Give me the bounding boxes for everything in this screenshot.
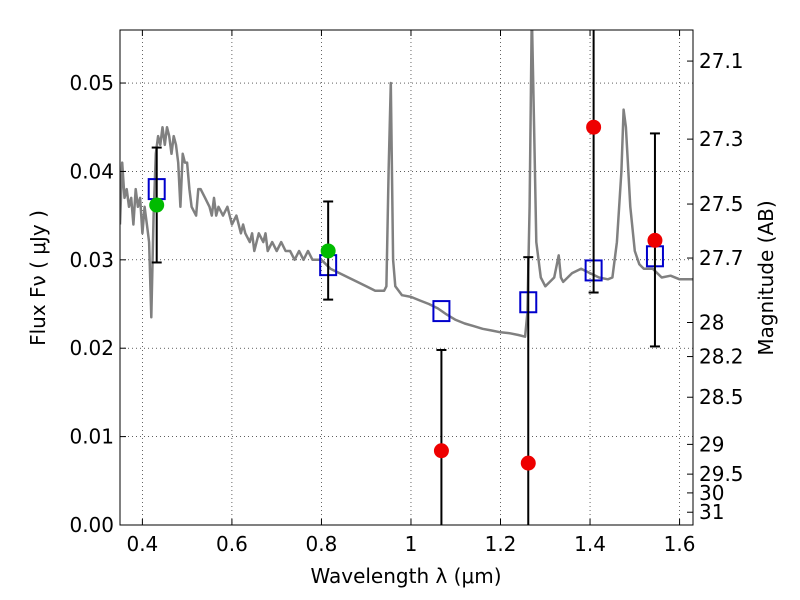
x-tick-label: 0.4 [126, 532, 158, 556]
y2-tick-label: 27.3 [699, 127, 744, 151]
observed-point-green [149, 197, 165, 213]
y2-tick-label: 27.7 [699, 246, 744, 270]
y2-tick-label: 28.2 [699, 345, 744, 369]
grid [120, 30, 693, 526]
y-tick-label: 0.03 [69, 248, 114, 272]
y-axis-label: Flux Fν ( μJy ) [26, 210, 50, 346]
x-tick-label: 1.2 [485, 532, 517, 556]
y2-tick-label: 30 [699, 481, 724, 505]
y2-tick-label: 31 [699, 500, 724, 524]
observed-point-red [586, 119, 602, 135]
axes: 0.4 0.6 0.8 1 1.2 1.4 1.6 0.00 0.01 0.02 0.03 0.04 0… [69, 30, 744, 556]
x-axis-label: Wavelength λ (μm) [310, 564, 501, 588]
observed-point-red [520, 455, 536, 471]
y2-tick-label: 28.5 [699, 385, 744, 409]
markers [147, 30, 664, 525]
y2-tick-label: 27.1 [699, 49, 744, 73]
plot-frame [119, 29, 694, 526]
y-tick-label: 0.00 [69, 513, 114, 537]
model-spectrum-line [120, 30, 693, 338]
y2-tick-label: 27.5 [699, 192, 744, 216]
y2-tick-label: 28 [699, 310, 724, 334]
plot-data [120, 30, 693, 338]
observed-point-red [433, 443, 449, 459]
x-tick-label: 0.8 [306, 532, 338, 556]
y-tick-label: 0.05 [69, 71, 114, 95]
x-tick-label: 1.4 [574, 532, 606, 556]
x-tick-label: 0.6 [216, 532, 248, 556]
x-tick-label: 1 [405, 532, 418, 556]
x-tick-label: 1.6 [664, 532, 696, 556]
y2-tick-label: 29 [699, 432, 724, 456]
y-tick-label: 0.04 [69, 159, 114, 183]
observed-point-green [320, 243, 336, 259]
y2-axis-label: Magnitude (AB) [754, 200, 778, 355]
model-photometry-square [432, 300, 451, 323]
y-tick-label: 0.01 [69, 425, 114, 449]
y2-tick-label: 29.5 [699, 462, 744, 486]
y-tick-label: 0.02 [69, 336, 114, 360]
observed-point-red [647, 232, 663, 248]
